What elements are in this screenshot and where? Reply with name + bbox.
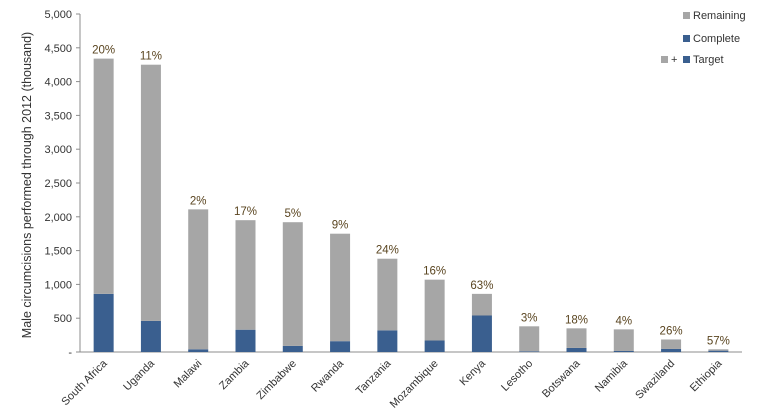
percent-label: 17% (234, 206, 257, 218)
y-tick-label: 3,500 (44, 110, 72, 122)
y-tick-label: 500 (54, 313, 72, 325)
bar-remaining (140, 64, 161, 321)
legend-target-remaining-swatch (661, 56, 668, 63)
x-tick-label: Namibia (593, 357, 631, 395)
legend-remaining-swatch (683, 12, 690, 19)
bar-complete (93, 293, 114, 352)
bar-complete (188, 349, 209, 352)
percent-label: 2% (190, 195, 207, 207)
bar-remaining (613, 329, 634, 351)
bar-complete (424, 340, 445, 352)
bar-remaining (188, 209, 209, 350)
y-tick-label: - (68, 347, 72, 359)
y-tick-label: 3,000 (44, 144, 72, 156)
percent-labels: 20% 11% 2% 17% 5% 9% 24% 16% 63% 3% 18% 4% 26% 57% (92, 45, 730, 348)
x-tick-label: Malawi (172, 358, 205, 391)
percent-label: 11% (140, 51, 162, 63)
percent-label: 16% (423, 266, 446, 278)
bar-remaining (282, 222, 303, 346)
x-tick-label: Uganda (121, 357, 157, 393)
bar-remaining (471, 293, 492, 316)
bar-remaining (708, 349, 729, 351)
bar-complete (661, 348, 682, 352)
percent-label: 63% (470, 280, 493, 292)
percent-label: 9% (332, 220, 349, 232)
legend-remaining-label: Remaining (693, 10, 746, 22)
x-tick-label: Rwanda (309, 357, 347, 395)
y-tick-label: 5,000 (44, 9, 72, 21)
percent-label: 20% (92, 45, 115, 57)
x-tick-label: Tanzania (354, 357, 394, 397)
legend-complete-label: Complete (693, 33, 740, 45)
bars (93, 58, 729, 352)
percent-label: 57% (707, 335, 730, 347)
legend-plus-sign: + (671, 54, 677, 66)
bar-remaining (93, 58, 114, 294)
legend-target-label: Target (693, 54, 724, 66)
x-tick-label: Swaziland (633, 358, 677, 402)
bar-remaining (235, 220, 256, 330)
bar-remaining (519, 326, 540, 352)
bar-complete (566, 347, 587, 352)
y-tick-label: 4,500 (44, 43, 72, 55)
bar-complete (613, 350, 634, 352)
x-tick-label: Lesotho (499, 358, 535, 394)
bar-complete (519, 351, 540, 352)
bar-complete (330, 341, 351, 352)
bar-complete (377, 330, 398, 352)
percent-label: 3% (521, 312, 538, 324)
bar-remaining (661, 339, 682, 349)
percent-label: 26% (660, 325, 683, 337)
percent-label: 5% (284, 208, 301, 220)
bar-remaining (377, 258, 398, 331)
y-tick-label: 2,500 (44, 178, 72, 190)
y-tick-label: 1,000 (44, 279, 72, 291)
x-tick-label: Mozambique (388, 358, 441, 411)
percent-label: 18% (565, 314, 588, 326)
legend-complete-swatch (683, 35, 690, 42)
x-tick-label: Zimbabwe (255, 358, 299, 402)
percent-label: 4% (615, 315, 632, 327)
bar-complete (282, 345, 303, 352)
bar-remaining (424, 279, 445, 341)
legend-target-complete-swatch (683, 56, 690, 63)
bar-remaining (566, 328, 587, 348)
legend: Remaining Complete + Target (661, 10, 746, 66)
y-axis: - 500 1,000 1,500 2,000 2,500 3,000 3,500 4,000 4… (44, 9, 742, 359)
bar-remaining (330, 233, 351, 342)
y-axis-title: Male circumcisions performed through 201… (20, 32, 34, 338)
x-tick-label: Botswana (540, 357, 583, 400)
bar-complete (235, 329, 256, 352)
x-axis-labels: South Africa Uganda Malawi Zambia Zimbabwe Rw… (59, 357, 725, 411)
x-tick-label: Zambia (217, 357, 252, 392)
bar-complete (140, 320, 161, 352)
y-tick-label: 4,000 (44, 77, 72, 89)
y-tick-label: 2,000 (44, 212, 72, 224)
y-tick-label: 1,500 (44, 246, 72, 258)
x-tick-label: Ethiopia (688, 357, 725, 394)
x-tick-label: Kenya (458, 357, 489, 388)
percent-label: 24% (376, 245, 399, 257)
bar-complete (471, 315, 492, 352)
bar-complete (708, 350, 729, 352)
x-tick-label: South Africa (59, 357, 110, 408)
